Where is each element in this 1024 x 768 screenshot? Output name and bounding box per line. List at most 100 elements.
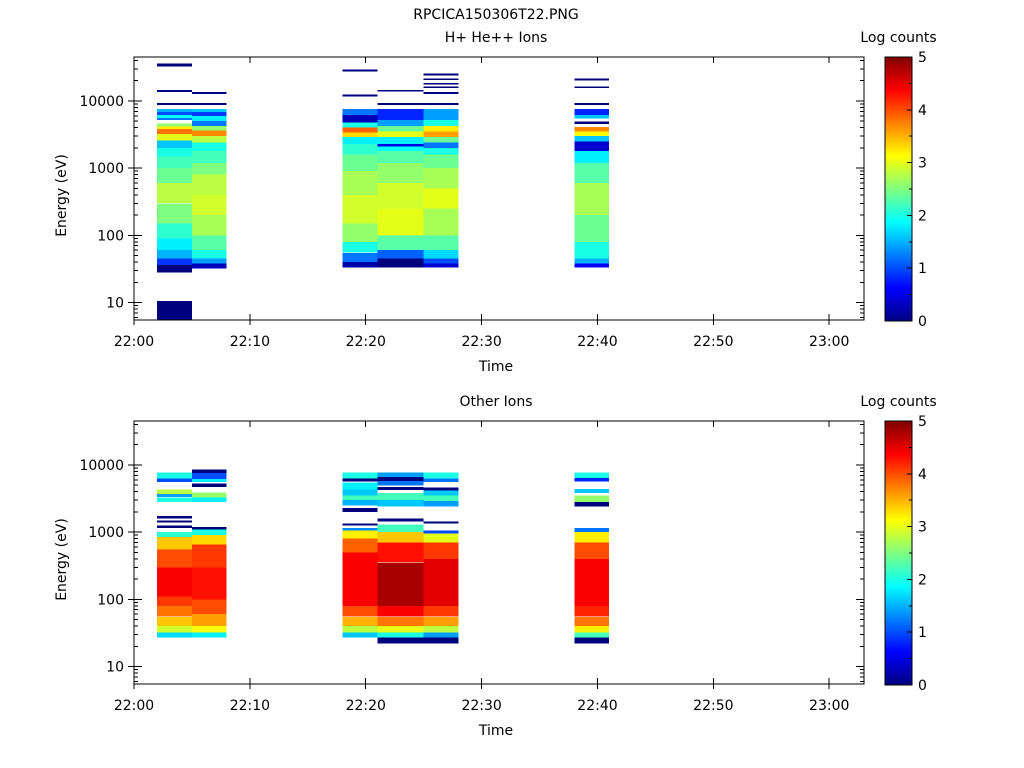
spectrogram-cell (377, 250, 424, 259)
spectrogram-cell (342, 528, 378, 531)
spectrogram-cell (377, 605, 424, 617)
x-axis-label: Time (478, 359, 513, 375)
spectrogram-cell (157, 103, 192, 105)
spectrogram-cell (191, 126, 227, 131)
spectrogram-cell (157, 536, 192, 550)
spectrogram-cell (423, 250, 459, 259)
spectrogram-cell (423, 168, 459, 189)
spectrogram-cell (342, 143, 378, 155)
spectrogram-cell (157, 489, 192, 494)
y-tick-label: 10000 (79, 94, 124, 110)
y-tick-label: 10000 (79, 458, 124, 474)
spectrogram-cell (191, 115, 227, 122)
spectrogram-cell (574, 626, 610, 633)
spectrogram-cell (574, 121, 610, 125)
spectrogram-cell (423, 472, 459, 479)
x-tick-label: 22:10 (230, 698, 270, 714)
plot-frame (133, 56, 865, 321)
spectrogram-cell (342, 523, 378, 526)
spectrogram-cell (423, 103, 459, 105)
spectrogram-cell (157, 532, 192, 537)
x-axis-label: Time (478, 723, 513, 739)
spectrogram-cell (191, 567, 227, 600)
colorbar-tick-label: 0 (918, 678, 927, 694)
spectrogram-cell (157, 117, 192, 120)
spectrogram-cell (574, 616, 610, 627)
spectrogram-cell (157, 258, 192, 266)
y-tick-label: 1000 (88, 161, 124, 177)
x-tick-label: 22:20 (346, 698, 386, 714)
spectrogram-cell (377, 208, 424, 236)
spectrogram-cell (157, 140, 192, 148)
y-axis-label: Energy (eV) (54, 154, 70, 237)
spectrogram-cell (423, 188, 459, 209)
panel-title: H+ He++ Ions (445, 30, 548, 46)
spectrogram-cells (157, 469, 610, 644)
spectrogram-cell (377, 146, 424, 151)
spectrogram-cell (377, 626, 424, 633)
spectrogram-cells (157, 63, 610, 320)
y-tick-label: 100 (97, 228, 124, 244)
x-tick-label: 22:40 (577, 698, 617, 714)
spectrogram-cell (574, 131, 610, 137)
spectrogram-cell (342, 122, 378, 128)
spectrogram-cell (377, 493, 424, 500)
spectrogram-cell (574, 495, 610, 503)
x-tick-label: 22:50 (693, 334, 733, 350)
colorbar-tick-label: 1 (918, 625, 927, 641)
x-tick-label: 22:20 (346, 334, 386, 350)
spectrogram-cell (191, 194, 227, 216)
spectrogram-cell (191, 469, 227, 473)
time-bin-column (423, 73, 459, 268)
x-tick-label: 23:00 (809, 334, 849, 350)
spectrogram-cell (423, 208, 459, 236)
spectrogram-cell (157, 134, 192, 141)
time-bin-column (157, 472, 192, 638)
time-bin-column (377, 89, 424, 268)
x-tick-label: 22:40 (577, 334, 617, 350)
spectrogram-cell (157, 123, 192, 127)
spectrogram-cell (157, 114, 192, 118)
spectrogram-cell (574, 632, 610, 638)
spectrogram-cell (423, 626, 459, 633)
spectrogram-cell (342, 626, 378, 633)
spectrogram-cell (574, 108, 610, 115)
spectrogram-cell (423, 86, 459, 89)
x-tick-label: 22:30 (461, 334, 501, 350)
spectrogram-cell (342, 154, 378, 172)
spectrogram-cell (377, 131, 424, 138)
colorbar-tick-label: 1 (918, 261, 927, 277)
spectrogram-cell (423, 632, 459, 638)
spectrogram-cell (377, 120, 424, 127)
colorbar-tick-label: 4 (918, 467, 927, 483)
colorbar-gradient (884, 420, 913, 686)
spectrogram-cell (342, 495, 378, 501)
spectrogram-cell (423, 78, 459, 80)
spectrogram-cell (342, 108, 378, 115)
spectrogram-cell (377, 477, 424, 481)
y-tick-label: 100 (97, 592, 124, 608)
spectrogram-cell (157, 147, 192, 157)
colorbar-tick-label: 0 (918, 314, 927, 330)
spectrogram-cell (342, 472, 378, 479)
time-bin-column (342, 472, 378, 638)
spectrogram-cell (377, 616, 424, 627)
y-tick-label: 1000 (88, 525, 124, 541)
spectrogram-cell (157, 250, 192, 259)
spectrogram-cell (423, 137, 459, 143)
spectrogram-cell (157, 129, 192, 135)
colorbar: 0 1 2 3 4 5 (884, 50, 927, 330)
spectrogram-cell (377, 637, 424, 644)
spectrogram-cell (157, 472, 192, 479)
spectrogram-cell (157, 223, 192, 239)
spectrogram-cell (191, 235, 227, 251)
spectrogram-cell (157, 493, 192, 498)
spectrogram-cell (423, 558, 459, 606)
spectrogram-cell (574, 241, 610, 259)
spectrogram-cell (423, 108, 459, 120)
spectrogram-cell (157, 616, 192, 627)
plot-frame (133, 420, 865, 685)
spectrogram-cell (423, 154, 459, 169)
panel-title: Other Ions (459, 394, 532, 410)
spectrogram-cell (423, 521, 459, 524)
